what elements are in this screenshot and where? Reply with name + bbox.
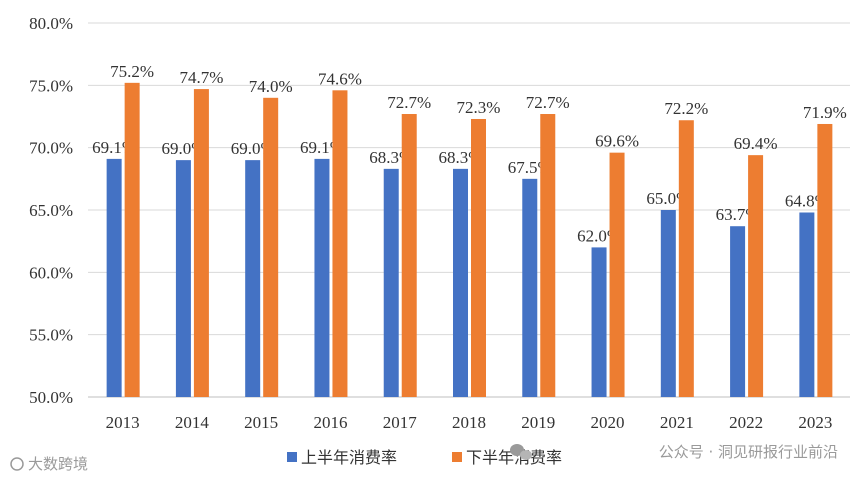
bar-first-half <box>799 212 815 397</box>
bar-first-half <box>522 178 538 397</box>
y-tick-label: 55.0% <box>29 326 73 345</box>
x-tick-label: 2013 <box>106 413 140 432</box>
y-tick-label: 75.0% <box>29 76 73 95</box>
data-label: 75.2% <box>110 62 154 81</box>
x-tick-label: 2020 <box>591 413 625 432</box>
y-tick-label: 80.0% <box>29 14 73 33</box>
x-tick-label: 2021 <box>660 413 694 432</box>
bar-first-half <box>730 226 746 397</box>
data-label: 69.4% <box>734 134 778 153</box>
data-label: 74.7% <box>179 68 223 87</box>
data-label: 71.9% <box>803 103 847 122</box>
bar-first-half <box>660 210 676 397</box>
bar-second-half <box>193 89 209 397</box>
x-tick-label: 2017 <box>383 413 418 432</box>
watermark-right: 公众号 · 洞见研报行业前沿 <box>659 443 838 461</box>
bar-first-half <box>106 158 122 397</box>
bar-second-half <box>471 118 486 397</box>
data-label: 69.6% <box>595 132 639 151</box>
x-tick-label: 2022 <box>729 413 763 432</box>
legend-label: 下半年消费率 <box>466 448 562 467</box>
bar-first-half <box>591 247 607 397</box>
data-label: 72.7% <box>526 93 570 112</box>
x-tick-label: 2015 <box>244 413 278 432</box>
bar-second-half <box>540 114 556 398</box>
y-tick-label: 60.0% <box>29 263 73 282</box>
bar-first-half <box>453 168 468 397</box>
bar-second-half <box>263 97 279 398</box>
data-label: 72.2% <box>664 99 708 118</box>
x-tick-label: 2014 <box>175 413 210 432</box>
y-tick-label: 65.0% <box>29 201 73 220</box>
x-tick-label: 2018 <box>452 413 486 432</box>
bar-second-half <box>401 114 417 398</box>
legend: 上半年消费率 下半年消费率 <box>287 448 562 467</box>
legend-swatch <box>287 452 297 462</box>
wechat-icon <box>510 444 532 460</box>
legend-label: 上半年消费率 <box>301 448 397 467</box>
data-label: 72.3% <box>457 98 501 117</box>
bar-second-half <box>609 152 625 397</box>
bar-first-half <box>175 160 191 397</box>
bar-second-half <box>748 155 764 397</box>
bar-second-half <box>817 123 833 397</box>
x-tick-label: 2023 <box>798 413 832 432</box>
data-label: 74.0% <box>249 77 293 96</box>
data-label: 72.7% <box>387 93 431 112</box>
bar-second-half <box>124 82 140 397</box>
legend-swatch <box>452 452 462 462</box>
x-tick-label: 2016 <box>313 413 347 432</box>
bar-second-half <box>332 90 348 397</box>
bar-first-half <box>383 168 399 397</box>
bar-first-half <box>245 160 261 397</box>
x-tick-label: 2019 <box>521 413 555 432</box>
y-tick-label: 50.0% <box>29 388 73 407</box>
bar-first-half <box>314 158 330 397</box>
watermark-logo-icon <box>10 457 24 471</box>
watermark-left: 大数跨境 <box>28 455 88 473</box>
bar-second-half <box>678 120 694 398</box>
y-tick-label: 70.0% <box>29 139 73 158</box>
data-label: 74.6% <box>318 69 362 88</box>
